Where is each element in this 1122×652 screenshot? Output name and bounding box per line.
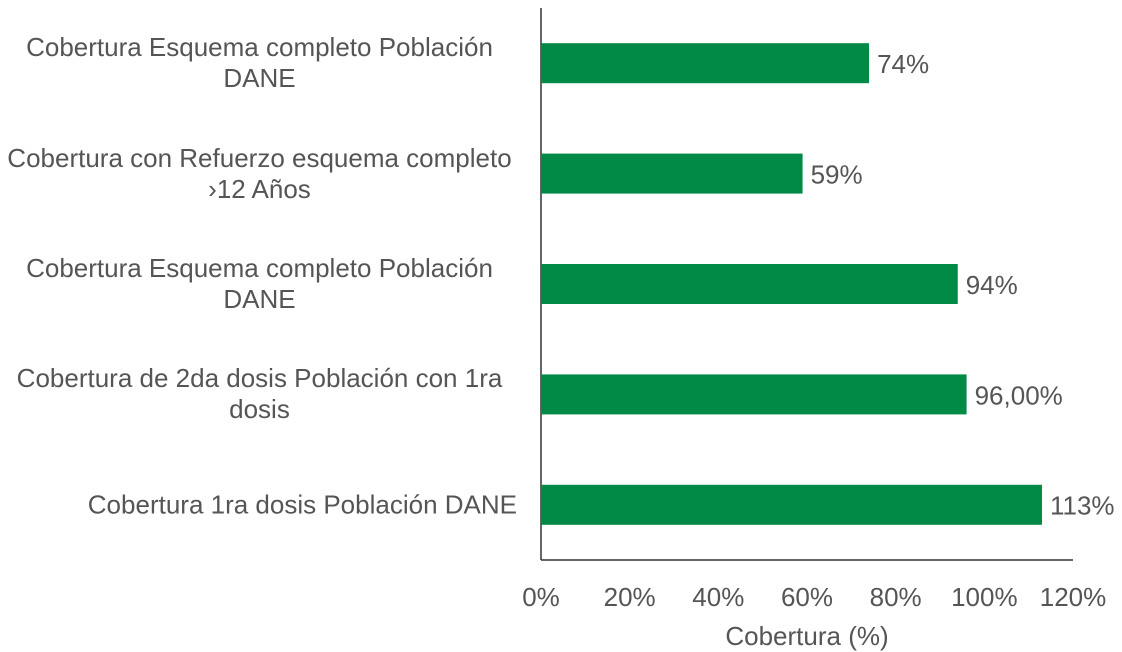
value-label: 74% — [877, 49, 929, 79]
y-tick-label-box: Cobertura de 2da dosis Población con 1ra… — [2, 363, 517, 425]
bar — [541, 153, 803, 194]
bar — [541, 374, 967, 415]
value-label: 59% — [811, 159, 863, 189]
y-tick-label: Cobertura de 2da dosis Población con 1ra… — [16, 363, 503, 425]
x-axis-label: Cobertura (%) — [725, 621, 888, 651]
x-tick-label: 0% — [522, 582, 560, 612]
y-tick-label: Cobertura 1ra dosis Población DANE — [87, 489, 517, 520]
x-tick-label: 120% — [1040, 582, 1107, 612]
value-label: 113% — [1050, 491, 1115, 521]
value-label: 94% — [966, 270, 1018, 300]
y-tick-label: Cobertura Esquema completo Población DAN… — [26, 253, 493, 314]
x-tick-label: 40% — [692, 582, 744, 612]
bar — [541, 43, 870, 84]
value-label: 96,00% — [975, 380, 1063, 410]
y-tick-label-box: Cobertura 1ra dosis Población DANE — [2, 489, 517, 520]
bar — [541, 264, 958, 304]
bar — [541, 484, 1042, 525]
x-tick-label: 80% — [870, 582, 922, 612]
x-tick-label: 60% — [781, 582, 833, 612]
y-tick-label-box: Cobertura Esquema completo Población DAN… — [2, 32, 517, 94]
y-tick-label: Cobertura Esquema completo Población DAN… — [26, 32, 493, 94]
x-tick-label: 20% — [604, 582, 656, 612]
y-tick-label: Cobertura con Refuerzo esquema completo … — [7, 142, 512, 204]
x-tick-label: 100% — [951, 582, 1018, 612]
y-tick-label-box: Cobertura Esquema completo Población DAN… — [2, 253, 517, 315]
y-tick-label-box: Cobertura con Refuerzo esquema completo … — [2, 143, 517, 205]
